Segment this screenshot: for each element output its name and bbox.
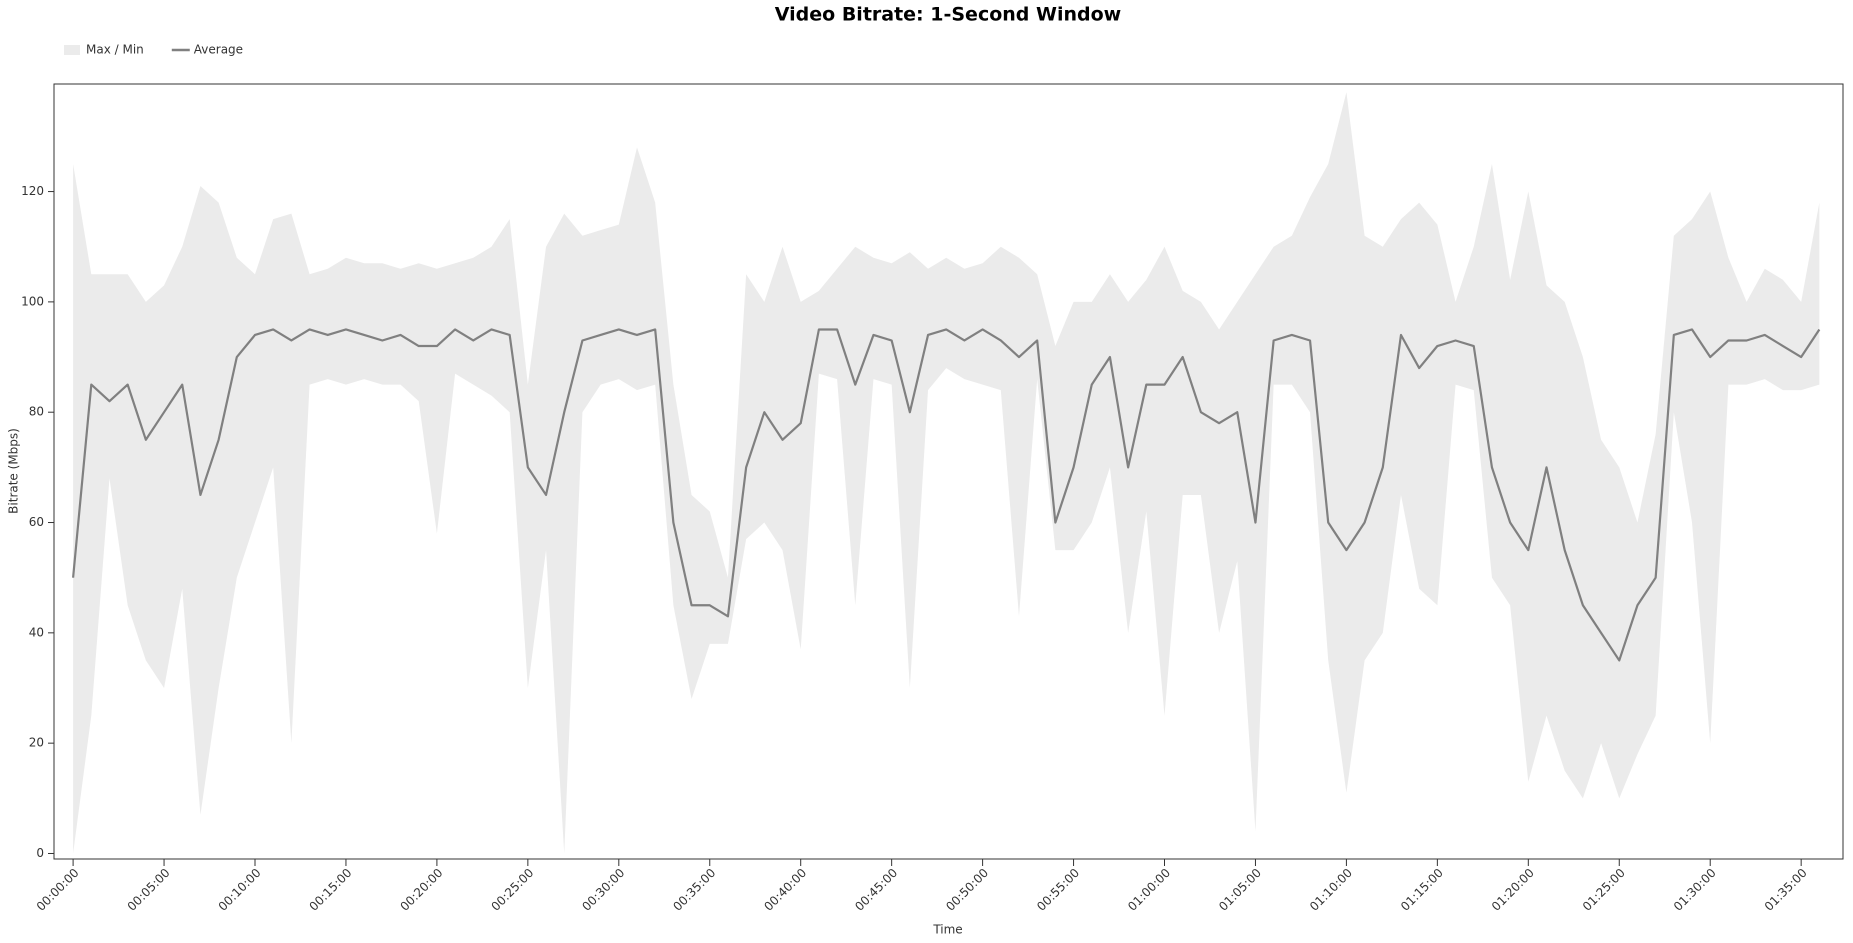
y-tick-label: 60 — [29, 515, 44, 529]
x-tick-label: 01:35:00 — [1762, 866, 1810, 914]
x-tick-label: 00:15:00 — [307, 866, 355, 914]
legend-swatch — [64, 45, 80, 55]
x-tick-label: 00:50:00 — [943, 866, 991, 914]
y-tick-label: 20 — [29, 736, 44, 750]
y-tick-label: 100 — [21, 294, 44, 308]
y-tick-label: 0 — [36, 846, 44, 860]
chart-title: Video Bitrate: 1-Second Window — [775, 4, 1121, 26]
y-axis-title: Bitrate (Mbps) — [7, 428, 21, 514]
x-tick-label: 00:40:00 — [761, 866, 809, 914]
legend-label: Average — [194, 43, 243, 57]
x-tick-label: 00:55:00 — [1034, 866, 1082, 914]
y-tick-label: 80 — [29, 405, 44, 419]
x-tick-label: 01:05:00 — [1216, 866, 1264, 914]
x-tick-label: 00:00:00 — [34, 866, 82, 914]
max-min-band — [73, 92, 1820, 854]
x-tick-label: 00:30:00 — [579, 866, 627, 914]
x-tick-label: 01:15:00 — [1398, 866, 1446, 914]
x-tick-label: 01:20:00 — [1489, 866, 1537, 914]
y-tick-label: 40 — [29, 625, 44, 639]
x-tick-label: 00:25:00 — [488, 866, 536, 914]
average-line — [72, 328, 1821, 662]
x-axis-title: Time — [932, 923, 962, 937]
x-tick-label: 00:20:00 — [397, 866, 445, 914]
legend-label: Max / Min — [86, 43, 144, 57]
y-tick-label: 120 — [21, 184, 44, 198]
x-tick-label: 00:05:00 — [125, 866, 173, 914]
x-tick-label: 01:10:00 — [1307, 866, 1355, 914]
x-tick-label: 00:35:00 — [670, 866, 718, 914]
plot-frame — [53, 83, 1844, 860]
x-tick-label: 01:30:00 — [1671, 866, 1719, 914]
x-tick-label: 01:00:00 — [1125, 866, 1173, 914]
x-tick-label: 01:25:00 — [1580, 866, 1628, 914]
x-tick-label: 00:10:00 — [216, 866, 264, 914]
x-tick-label: 00:45:00 — [852, 866, 900, 914]
